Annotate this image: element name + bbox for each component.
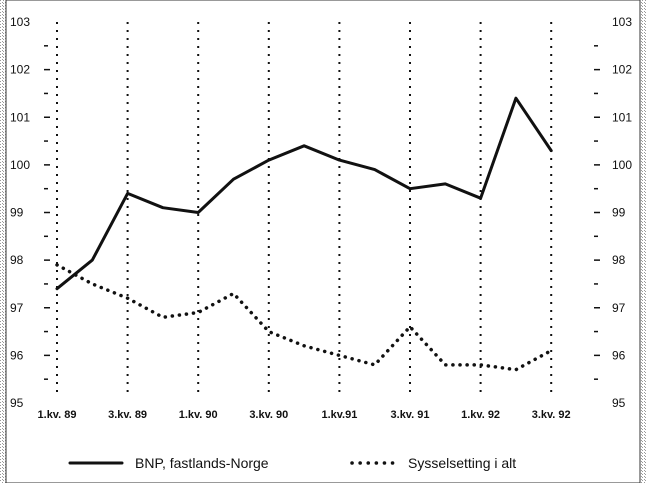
y-tick-label-left: 100	[10, 158, 30, 172]
y-tick-label-right: 101	[612, 110, 632, 124]
grid-layer	[56, 22, 553, 398]
y-tick-label-left: 98	[10, 253, 24, 267]
right-border-texture	[640, 0, 646, 483]
y-tick-label-left: 102	[10, 63, 30, 77]
axis-layer: 103 103 102 102 101 101 100 100 99 99 98 98 97 97 96 96…	[10, 15, 632, 410]
x-tick-label: 1.kv. 89	[38, 409, 77, 421]
y-tick-label-right: 98	[612, 253, 626, 267]
y-tick-label-left: 101	[10, 110, 30, 124]
y-tick-label-right: 102	[612, 63, 632, 77]
x-tick-label: 3.kv. 90	[249, 409, 288, 421]
y-tick-label-left: 97	[10, 301, 24, 315]
legend-label: Sysselsetting i alt	[408, 455, 516, 471]
y-tick-label-right: 99	[612, 206, 626, 220]
y-tick-label-left: 99	[10, 206, 24, 220]
x-axis-labels: 1.kv. 89 3.kv. 89 1.kv. 90 3.kv. 90 1.kv.91 3…	[38, 409, 571, 421]
y-tick-label-right: 100	[612, 158, 632, 172]
x-tick-label: 1.kv. 90	[179, 409, 218, 421]
y-tick-label-right: 95	[612, 396, 626, 410]
y-tick-label-right: 96	[612, 348, 626, 362]
x-tick-label: 1.kv. 92	[461, 409, 500, 421]
y-tick-label-right: 103	[612, 15, 632, 29]
series-layer	[55, 96, 553, 372]
x-tick-label: 3.kv. 92	[532, 409, 571, 421]
y-tick-label-right: 97	[612, 301, 626, 315]
left-border-texture	[0, 0, 6, 483]
y-tick-label-left: 95	[10, 396, 24, 410]
x-tick-label: 3.kv. 91	[391, 409, 430, 421]
y-tick-label-left: 96	[10, 348, 24, 362]
x-tick-label: 1.kv.91	[321, 409, 357, 421]
plot-frame	[5, 0, 641, 483]
legend: BNP, fastlands-Norge Sysselsetting i alt	[68, 455, 516, 471]
x-tick-label: 3.kv. 89	[108, 409, 147, 421]
legend-label: BNP, fastlands-Norge	[135, 455, 269, 471]
y-tick-label-left: 103	[10, 15, 30, 29]
